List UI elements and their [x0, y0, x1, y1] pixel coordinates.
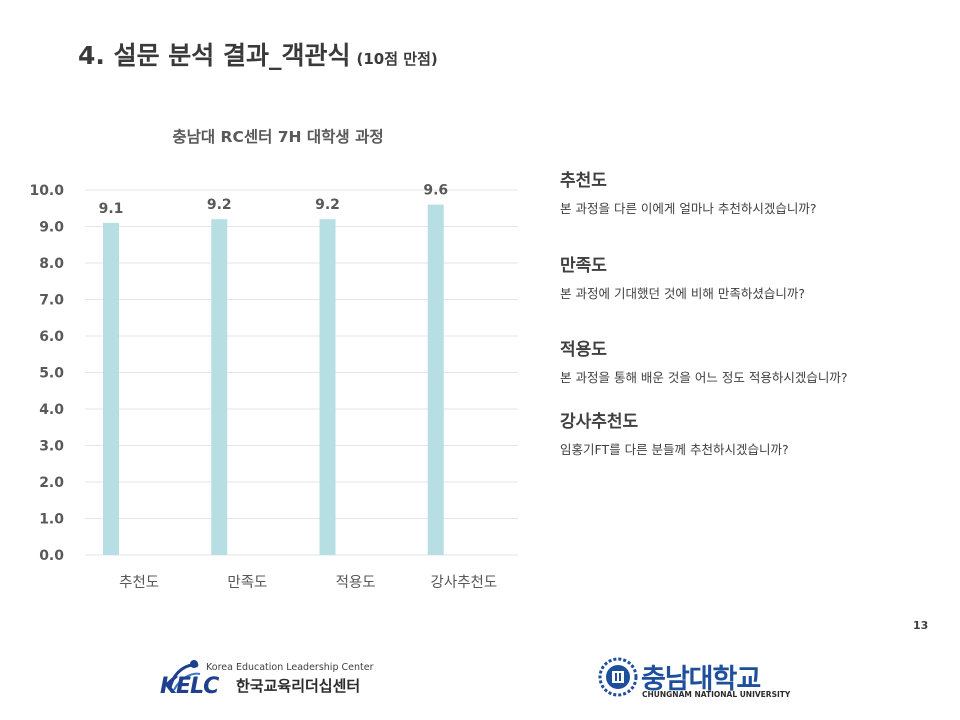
x-axis-categories: 추천도 만족도 적용도 강사추천도	[119, 574, 497, 591]
y-tick-label: 7.0	[39, 293, 64, 309]
page-number: 13	[913, 619, 929, 632]
category-label: 강사추천도	[431, 574, 498, 591]
kelc-swirl-icon	[168, 660, 201, 691]
kelc-mark: KELC	[160, 674, 219, 699]
chart-gridlines	[85, 189, 518, 556]
y-axis-ticks: 0.0 1.0 2.0 3.0 4.0 5.0 6.0 7.0 8.0 9.0 10.0	[29, 183, 64, 564]
cnu-korean-name: 충남대학교	[641, 664, 761, 695]
bar-chart: 충남대 RC센터 7H 대학생 과정 0.0 1.0 2.0 3.0 4.0 5.0 6.0…	[29, 128, 518, 591]
y-tick-label: 2.0	[39, 475, 64, 491]
bar	[427, 204, 444, 555]
data-label: 9.1	[99, 201, 124, 217]
y-tick-label: 9.0	[39, 220, 64, 236]
question-satisfaction: 만족도 본 과정에 기대했던 것에 비해 만족하셨습니까?	[560, 251, 805, 302]
question-title: 강사추천도	[560, 412, 639, 432]
question-text: 임홍기FT를 다른 분들께 추천하시겠습니까?	[560, 442, 789, 457]
data-label: 9.2	[207, 197, 232, 213]
cnu-english-name: CHUNGNAM NATIONAL UNIVERSITY	[642, 690, 791, 699]
kelc-korean-name: 한국교육리더십센터	[236, 677, 361, 695]
cnu-seal-icon	[598, 657, 638, 697]
question-text: 본 과정을 통해 배운 것을 어느 정도 적용하시겠습니까?	[560, 370, 848, 385]
y-tick-label: 8.0	[39, 256, 64, 272]
slide-title-sub: (10점 만점)	[356, 50, 438, 68]
y-tick-label: 0.0	[39, 548, 64, 564]
question-title: 적용도	[560, 340, 607, 360]
data-label: 9.6	[423, 183, 448, 199]
question-applicability: 적용도 본 과정을 통해 배운 것을 어느 정도 적용하시겠습니까?	[560, 335, 847, 386]
data-labels: 9.1 9.2 9.2 9.6	[99, 183, 449, 217]
cnu-logo: 충남대학교 CHUNGNAM NATIONAL UNIVERSITY	[598, 657, 798, 703]
bar	[103, 222, 119, 555]
question-recommend: 추천도 본 과정을 다른 이에게 얼마나 추천하시겠습니까?	[560, 166, 817, 217]
category-label: 만족도	[227, 574, 267, 591]
question-title: 만족도	[560, 256, 607, 276]
question-text: 본 과정에 기대했던 것에 비해 만족하셨습니까?	[560, 286, 806, 301]
kelc-logo: KELC Korea Education Leadership Center 한…	[160, 658, 400, 702]
question-title: 추천도	[560, 171, 607, 191]
y-tick-label: 1.0	[39, 512, 64, 528]
kelc-english-name: Korea Education Leadership Center	[206, 662, 374, 673]
data-label: 9.2	[315, 197, 340, 213]
y-tick-label: 6.0	[39, 329, 64, 345]
question-instructor-recommend: 강사추천도 임홍기FT를 다른 분들께 추천하시겠습니까?	[560, 407, 789, 458]
y-tick-label: 4.0	[39, 402, 64, 418]
category-label: 적용도	[336, 574, 376, 591]
bar	[319, 219, 336, 555]
slide-title: 4. 설문 분석 결과_객관식 (10점 만점)	[78, 36, 438, 72]
chart-title: 충남대 RC센터 7H 대학생 과정	[172, 128, 383, 146]
question-text: 본 과정을 다른 이에게 얼마나 추천하시겠습니까?	[560, 201, 817, 216]
bar	[211, 219, 228, 555]
y-tick-label: 3.0	[39, 439, 64, 455]
chart-bars	[103, 204, 444, 555]
y-tick-label: 10.0	[29, 183, 64, 199]
category-label: 추천도	[119, 574, 159, 591]
y-tick-label: 5.0	[39, 366, 64, 382]
slide-title-main: 4. 설문 분석 결과_객관식	[78, 41, 351, 70]
